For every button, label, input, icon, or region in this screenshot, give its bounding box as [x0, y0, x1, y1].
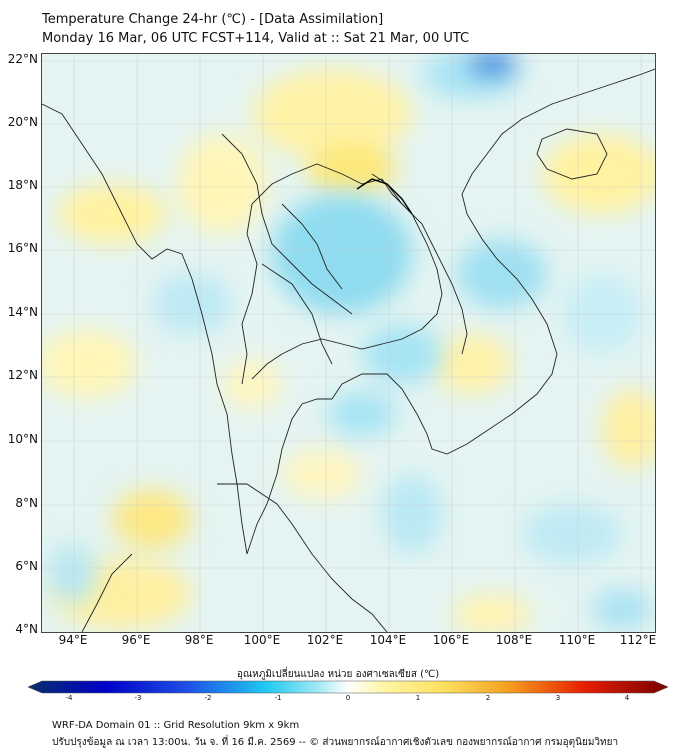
colorbar-tick: 0	[345, 694, 351, 702]
colorbar-tick: 2	[485, 694, 491, 702]
footer-model-info: WRF-DA Domain 01 :: Grid Resolution 9km …	[52, 720, 300, 731]
graticule	[42, 54, 655, 632]
laos-border	[356, 178, 413, 215]
colorbar	[28, 680, 668, 694]
colorbar-tick: -4	[65, 694, 73, 702]
colorbar-tick: 3	[555, 694, 561, 702]
lat-label-14: 14°N	[7, 305, 38, 319]
lon-label-96: 96°E	[121, 633, 151, 647]
colorbar-tick: -1	[274, 694, 282, 702]
footer-credit: ปรับปรุงข้อมูล ณ เวลา 13:00น. วัน จ. ที่…	[52, 737, 619, 748]
lat-label-8: 8°N	[15, 496, 38, 510]
lat-label-18: 18°N	[7, 178, 38, 192]
colorbar-tick: -2	[204, 694, 212, 702]
lat-label-20: 20°N	[7, 115, 38, 129]
lat-label-12: 12°N	[7, 368, 38, 382]
colorbar-tick: -3	[134, 694, 142, 702]
lon-label-108: 108°E	[495, 633, 533, 647]
lon-label-104: 104°E	[369, 633, 407, 647]
lon-label-102: 102°E	[306, 633, 344, 647]
lon-label-98: 98°E	[184, 633, 214, 647]
coastlines-and-borders	[42, 68, 655, 632]
colorbar-tick: 4	[624, 694, 630, 702]
lat-label-10: 10°N	[7, 432, 38, 446]
lon-label-94: 94°E	[58, 633, 88, 647]
map-subtitle: Monday 16 Mar, 06 UTC FCST+114, Valid at…	[42, 31, 470, 46]
colorbar-tick: 1	[415, 694, 421, 702]
lon-label-100: 100°E	[243, 633, 281, 647]
cool-anomalies	[47, 54, 652, 629]
map-panel	[41, 53, 656, 633]
lat-label-4: 4°N	[15, 622, 38, 636]
map-title: Temperature Change 24-hr (℃) - [Data Ass…	[42, 12, 384, 27]
lat-label-22: 22°N	[7, 52, 38, 66]
colorbar-label: อุณหภูมิเปลี่ยนแปลง หน่วย องศาเซลเซียส (…	[236, 669, 440, 680]
lon-label-106: 106°E	[432, 633, 470, 647]
lat-label-16: 16°N	[7, 241, 38, 255]
lon-label-112: 112°E	[619, 633, 657, 647]
lat-label-6: 6°N	[15, 559, 38, 573]
lon-label-110: 110°E	[558, 633, 596, 647]
temperature-change-field	[42, 54, 655, 632]
